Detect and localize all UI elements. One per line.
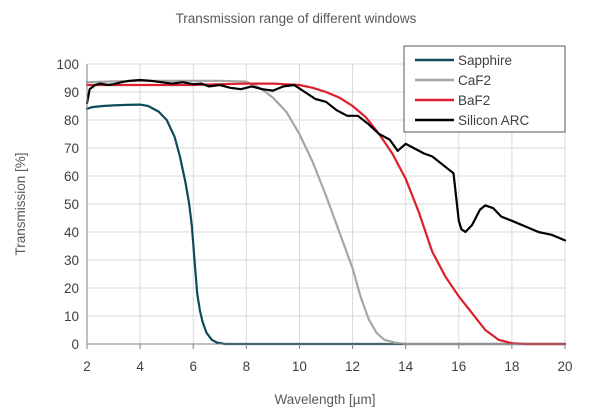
x-tick-label: 20: [557, 359, 572, 374]
x-tick-label: 8: [243, 359, 251, 374]
x-tick-label: 6: [189, 359, 197, 374]
legend-label-sapphire: Sapphire: [458, 53, 512, 68]
x-tick-label: 16: [451, 359, 466, 374]
legend-label-caf2: CaF2: [458, 73, 491, 88]
y-tick-label: 20: [64, 281, 79, 296]
x-axis-label: Wavelength [µm]: [274, 392, 375, 407]
y-axis-label: Transmission [%]: [13, 152, 28, 255]
tick-labels: 0 10 20 30 40 50 60 70 80 90 100 2 4 6 8 10 12 14 16 18 20: [56, 57, 572, 374]
series-line-silicon-arc: [85, 78, 567, 242]
y-tick-label: 40: [64, 225, 79, 240]
legend: Sapphire CaF2 BaF2 Silicon ARC: [403, 45, 566, 133]
x-tick-label: 12: [345, 359, 360, 374]
y-tick-label: 60: [64, 169, 79, 184]
y-tick-label: 80: [64, 113, 79, 128]
legend-label-baf2: BaF2: [458, 93, 490, 108]
y-tick-label: 30: [64, 253, 79, 268]
x-tick-label: 2: [83, 359, 91, 374]
y-tick-label: 70: [64, 141, 79, 156]
x-tick-label: 14: [398, 359, 414, 374]
axes: [86, 64, 566, 349]
x-tick-label: 4: [136, 359, 144, 374]
y-tick-label: 0: [71, 337, 79, 352]
legend-label-silicon-arc: Silicon ARC: [458, 113, 530, 128]
y-tick-label: 10: [64, 309, 79, 324]
x-tick-label: 18: [504, 359, 519, 374]
chart-title: Transmission range of different windows: [176, 11, 417, 26]
y-tick-label: 90: [64, 85, 79, 100]
y-tick-label: 50: [64, 197, 79, 212]
y-tick-label: 100: [56, 57, 79, 72]
x-tick-label: 10: [292, 359, 307, 374]
